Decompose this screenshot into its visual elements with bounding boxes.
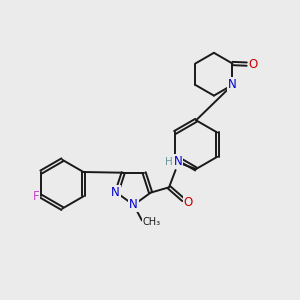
Text: O: O — [184, 196, 193, 209]
Text: N: N — [174, 155, 182, 168]
Text: H: H — [165, 157, 173, 167]
Text: F: F — [32, 190, 39, 203]
Text: N: N — [129, 199, 138, 212]
Text: CH₃: CH₃ — [142, 217, 160, 227]
Text: N: N — [228, 78, 237, 92]
Text: N: N — [111, 186, 120, 199]
Text: O: O — [249, 58, 258, 70]
